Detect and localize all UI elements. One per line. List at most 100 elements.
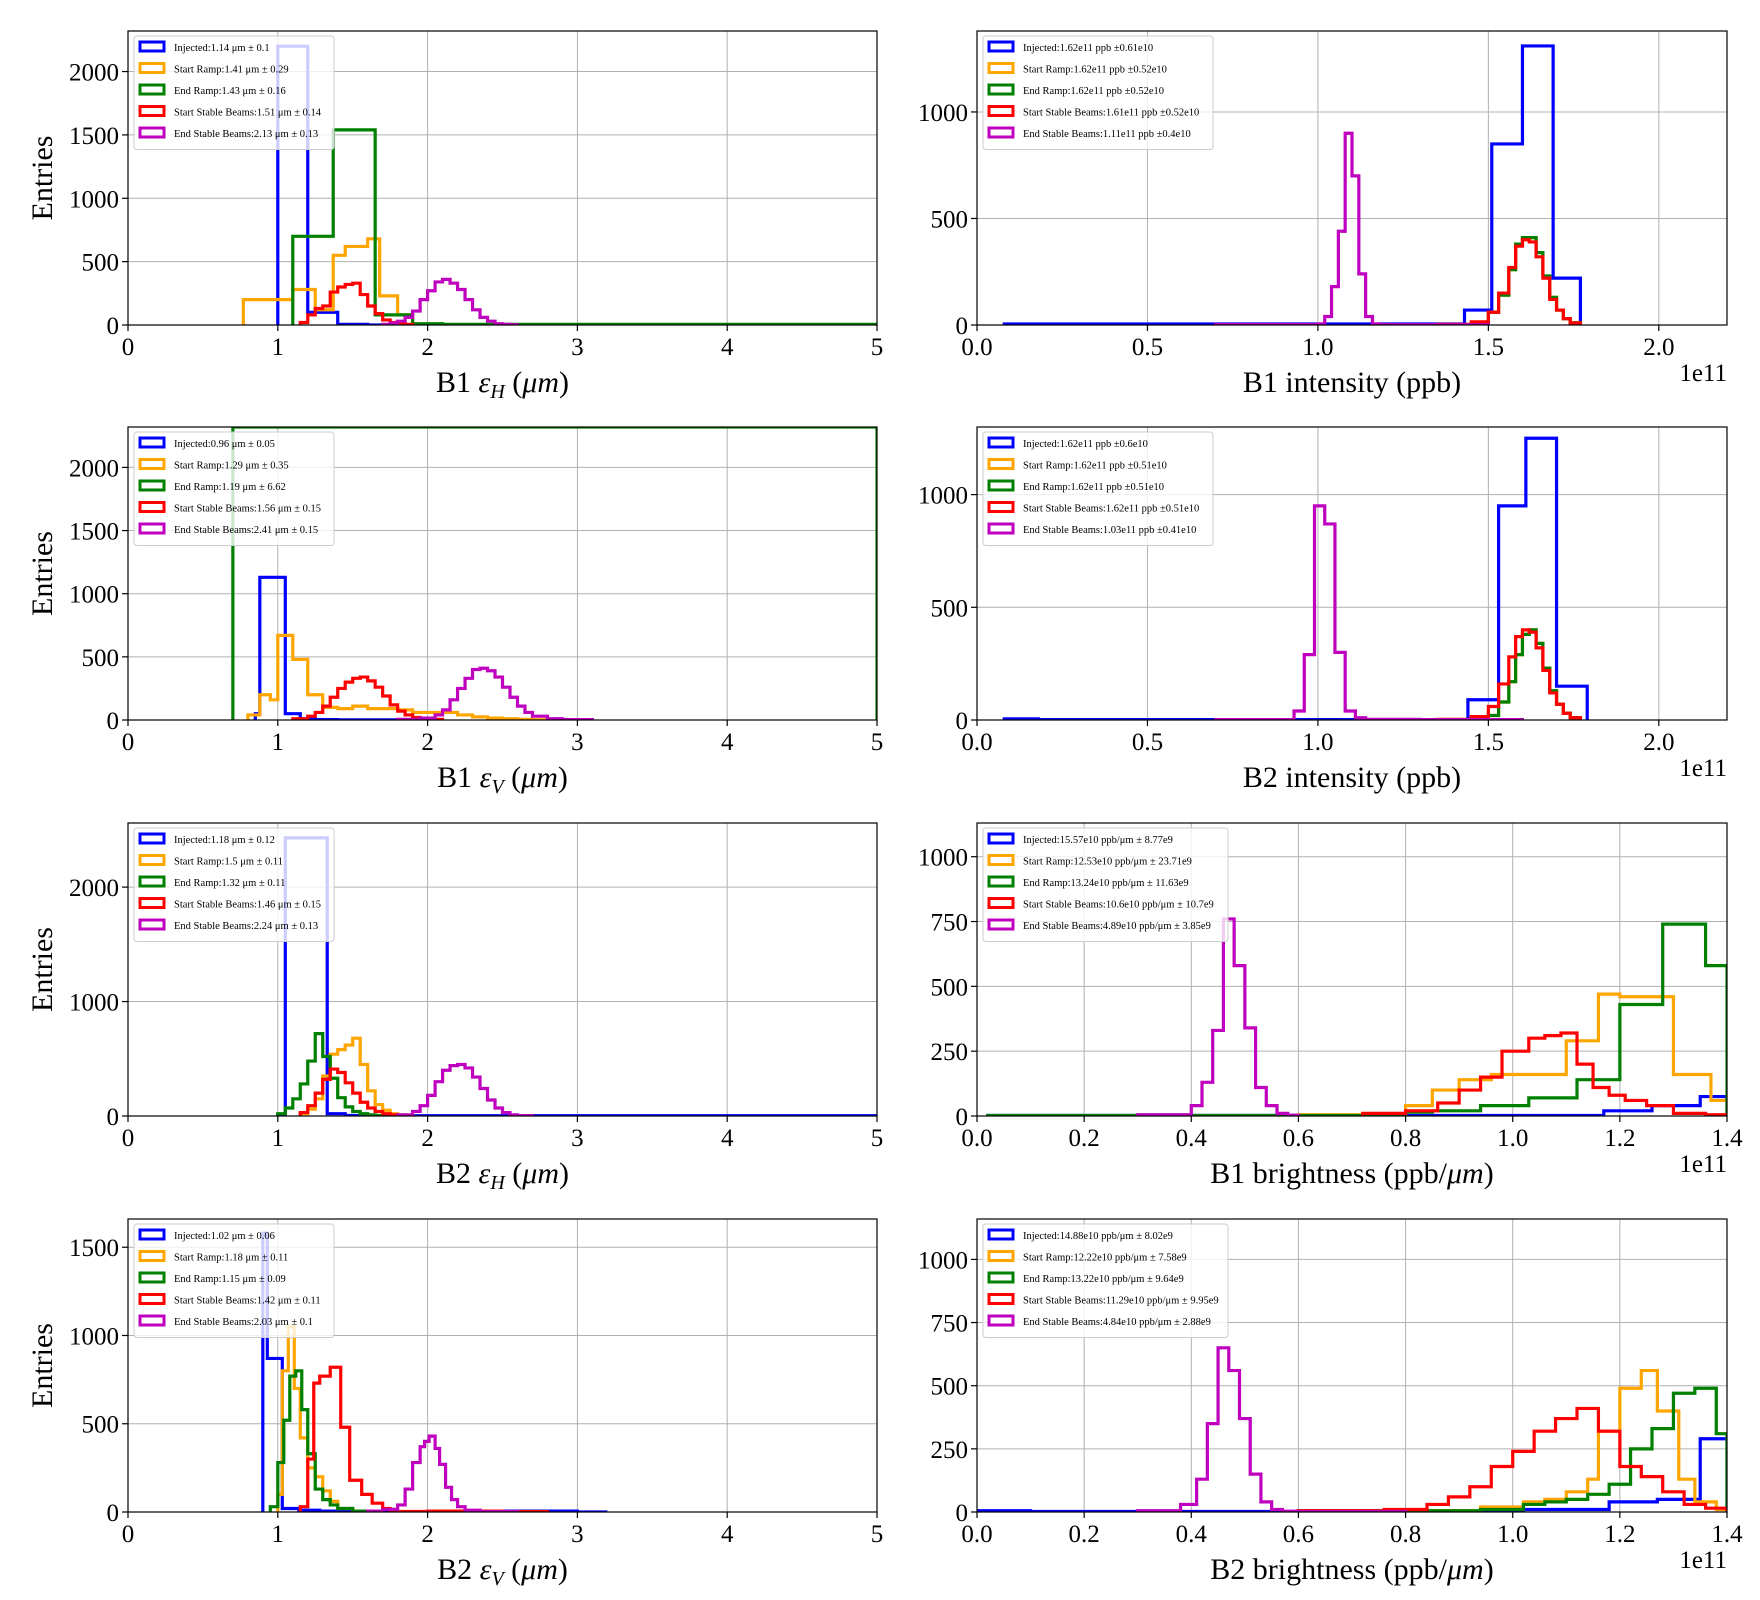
legend-entry: End Ramp:13.22e10 ppb/μm ± 9.64e9 xyxy=(1023,1274,1184,1285)
legend-swatch-end-ramp xyxy=(138,83,166,96)
legend-entry: Start Stable Beams:1.61e11 ppb ±0.52e10 xyxy=(1023,108,1199,119)
x-tick-label: 0.8 xyxy=(1390,1521,1421,1548)
legend-entry: Start Stable Beams:1.42 μm ± 0.11 xyxy=(174,1296,321,1307)
y-axis-label: Entries xyxy=(26,531,59,616)
legend-entry: Start Stable Beams:1.46 μm ± 0.15 xyxy=(174,900,321,911)
legend: Injected:1.62e11 ppb ±0.6e10 Start Ramp:1… xyxy=(982,431,1214,546)
legend-box xyxy=(982,1223,1229,1338)
legend-box xyxy=(133,431,335,546)
y-tick-label: 750 xyxy=(931,910,969,937)
x-axis-label: B2 brightness (ppb/μm) xyxy=(1210,1553,1493,1586)
legend-entry: Start Ramp:1.62e11 ppb ±0.52e10 xyxy=(1023,65,1167,76)
y-tick-label: 0 xyxy=(956,708,969,735)
y-tick-label: 2000 xyxy=(69,60,119,87)
y-tick-label: 1000 xyxy=(69,990,119,1017)
legend-box xyxy=(982,431,1214,546)
axes-frame xyxy=(976,822,1728,1117)
histogram-end-stable-beams xyxy=(366,1434,520,1512)
legend-entry: End Ramp:1.32 μm ± 0.11 xyxy=(174,878,285,889)
y-tick-label: 0 xyxy=(107,1104,120,1131)
legend-entry: Start Ramp:1.41 μm ± 0.29 xyxy=(174,65,289,76)
x-tick-label: 1.4 xyxy=(1711,1125,1743,1152)
y-tick-label: 2000 xyxy=(69,455,119,482)
histogram-end-ramp xyxy=(1486,628,1583,720)
x-tick-label: 1.2 xyxy=(1604,1521,1635,1548)
legend-swatch-injected xyxy=(138,40,166,53)
x-tick-label: 1 xyxy=(272,1125,285,1152)
legend-entry: Injected:15.57e10 ppb/μm ± 8.77e9 xyxy=(1023,835,1173,846)
y-tick-label: 0 xyxy=(956,1104,969,1131)
legend-entry: End Stable Beams:4.89e10 ppb/μm ± 3.85e9 xyxy=(1023,921,1211,932)
legend-box xyxy=(133,827,335,942)
histogram-start-stable-beams xyxy=(1361,1031,1727,1116)
y-axis-label: Entries xyxy=(26,1323,59,1408)
x-tick-label: 0.4 xyxy=(1176,1125,1208,1152)
x-tick-label: 0 xyxy=(122,1125,135,1152)
x-tick-label: 1.0 xyxy=(1302,334,1333,361)
y-tick-label: 0 xyxy=(956,313,969,340)
x-tick-label: 1 xyxy=(272,729,285,756)
x-tick-label: 4 xyxy=(721,1125,734,1152)
legend-swatch-injected xyxy=(138,436,166,449)
legend-swatch-end-stable-beams xyxy=(138,1314,166,1327)
y-tick-label: 1500 xyxy=(69,1235,119,1262)
x-tick-label: 3 xyxy=(571,1521,584,1548)
legend-swatch-injected xyxy=(987,436,1015,449)
histogram-end-ramp xyxy=(268,1369,370,1512)
x-axis-offset: 1e11 xyxy=(1679,1151,1727,1178)
legend-swatch-start-stable-beams xyxy=(987,501,1015,513)
histogram-end-ramp xyxy=(986,922,1727,1116)
legend-box xyxy=(982,827,1229,942)
legend-swatch-start-ramp xyxy=(987,458,1015,470)
legend-swatch-end-stable-beams xyxy=(987,918,1015,931)
y-tick-label: 500 xyxy=(82,645,120,672)
x-axis-label: B1 εH (μm) xyxy=(436,366,569,403)
histogram-end-stable-beams xyxy=(381,277,520,325)
histogram-start-stable-beams xyxy=(298,1365,550,1512)
histogram-start-stable-beams xyxy=(291,675,445,720)
legend-swatch-start-stable-beams xyxy=(138,897,166,909)
x-tick-label: 1.0 xyxy=(1497,1521,1528,1548)
legend-entry: End Stable Beams:1.03e11 ppb ±0.41e10 xyxy=(1023,525,1196,536)
y-tick-label: 0 xyxy=(956,1500,969,1527)
histogram-end-stable-beams xyxy=(1214,504,1525,720)
histogram-start-ramp xyxy=(246,633,550,720)
y-tick-label: 1000 xyxy=(69,186,119,213)
panel-b2-bright: 0.0 0.2 0.4 0.6 0.8 1.0 1.2 1.4 0 250 500 750 1000 B2… xyxy=(918,1218,1743,1586)
x-tick-label: 0.0 xyxy=(961,1521,992,1548)
x-tick-label: 0 xyxy=(122,334,135,361)
histogram-injected xyxy=(253,575,430,720)
legend: Injected:14.88e10 ppb/μm ± 8.02e9 Start R… xyxy=(982,1223,1229,1338)
legend-swatch-start-ramp xyxy=(987,854,1015,866)
legend-entry: End Ramp:1.43 μm ± 0.16 xyxy=(174,86,286,97)
x-tick-label: 0.8 xyxy=(1390,1125,1421,1152)
x-tick-label: 5 xyxy=(871,334,884,361)
legend-swatch-end-stable-beams xyxy=(138,918,166,931)
legend-entry: Start Stable Beams:1.56 μm ± 0.15 xyxy=(174,504,321,515)
histogram-end-stable-beams xyxy=(1214,131,1490,325)
legend: Injected:1.18 μm ± 0.12 Start Ramp:1.5 μm… xyxy=(133,827,335,942)
y-tick-label: 500 xyxy=(82,250,120,277)
legend-entry: End Stable Beams:2.03 μm ± 0.1 xyxy=(174,1317,313,1328)
x-tick-label: 1.2 xyxy=(1604,1125,1635,1152)
histogram-end-stable-beams xyxy=(396,1062,535,1116)
panel-b1-eh: 0 1 2 3 4 5 0 500 1000 1500 2000 B1 εH (μm) Entries I… xyxy=(26,30,884,403)
y-tick-label: 500 xyxy=(931,206,969,233)
axes-frame xyxy=(127,822,878,1117)
axes-frame xyxy=(127,1218,878,1513)
legend-entry: Injected:1.62e11 ppb ±0.6e10 xyxy=(1023,439,1148,450)
y-tick-label: 1000 xyxy=(69,1323,119,1350)
y-axis-label: Entries xyxy=(26,927,59,1012)
legend-swatch-start-stable-beams xyxy=(987,1293,1015,1305)
x-tick-label: 0.6 xyxy=(1283,1521,1314,1548)
legend-entry: End Stable Beams:4.84e10 ppb/μm ± 2.88e9 xyxy=(1023,1317,1211,1328)
x-axis-offset: 1e11 xyxy=(1679,755,1727,782)
legend-entry: Start Ramp:12.53e10 ppb/μm ± 23.71e9 xyxy=(1023,857,1192,868)
legend-entry: Start Stable Beams:11.29e10 ppb/μm ± 9.9… xyxy=(1023,1296,1219,1307)
legend-swatch-start-stable-beams xyxy=(138,501,166,513)
x-tick-label: 0.0 xyxy=(961,334,992,361)
legend-swatch-start-ramp xyxy=(987,62,1015,74)
legend-entry: End Stable Beams:2.41 μm ± 0.15 xyxy=(174,525,318,536)
x-tick-label: 5 xyxy=(871,1521,884,1548)
legend: Injected:1.02 μm ± 0.06 Start Ramp:1.18 μ… xyxy=(133,1223,335,1338)
